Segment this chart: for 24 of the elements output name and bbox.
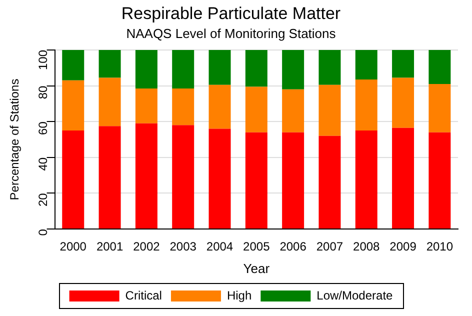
x-tick-label: 2006 <box>280 240 307 254</box>
x-tick-label: 2005 <box>243 240 270 254</box>
legend-label: Critical <box>125 288 162 302</box>
x-tick-label: 2004 <box>206 240 234 254</box>
x-tick-label: 2008 <box>353 240 380 254</box>
legend-label: High <box>226 288 252 302</box>
x-tick-label: 2001 <box>96 240 124 254</box>
x-axis-title: Year <box>243 260 270 276</box>
y-tick-label: 60 <box>36 121 50 135</box>
y-axis-title: Percentage of Stations <box>8 78 22 200</box>
y-tick-label: 80 <box>36 85 50 100</box>
x-tick-label: 2003 <box>170 240 197 254</box>
y-tick-label: 0 <box>36 228 50 236</box>
chart-title: Respirable Particulate Matter <box>121 4 341 23</box>
x-tick-label: 2000 <box>60 240 87 254</box>
chart-subtitle: NAAQS Level of Monitoring Stations <box>126 26 336 41</box>
legend-label: Low/Moderate <box>316 288 394 302</box>
x-tick-label: 2010 <box>426 240 454 254</box>
x-tick-label: 2007 <box>316 240 344 254</box>
y-tick-label: 20 <box>36 192 50 207</box>
y-tick-label: 100 <box>36 50 50 70</box>
x-tick-label: 2002 <box>133 240 160 254</box>
y-tick-label: 40 <box>36 157 50 171</box>
x-tick-label: 2009 <box>390 240 417 254</box>
